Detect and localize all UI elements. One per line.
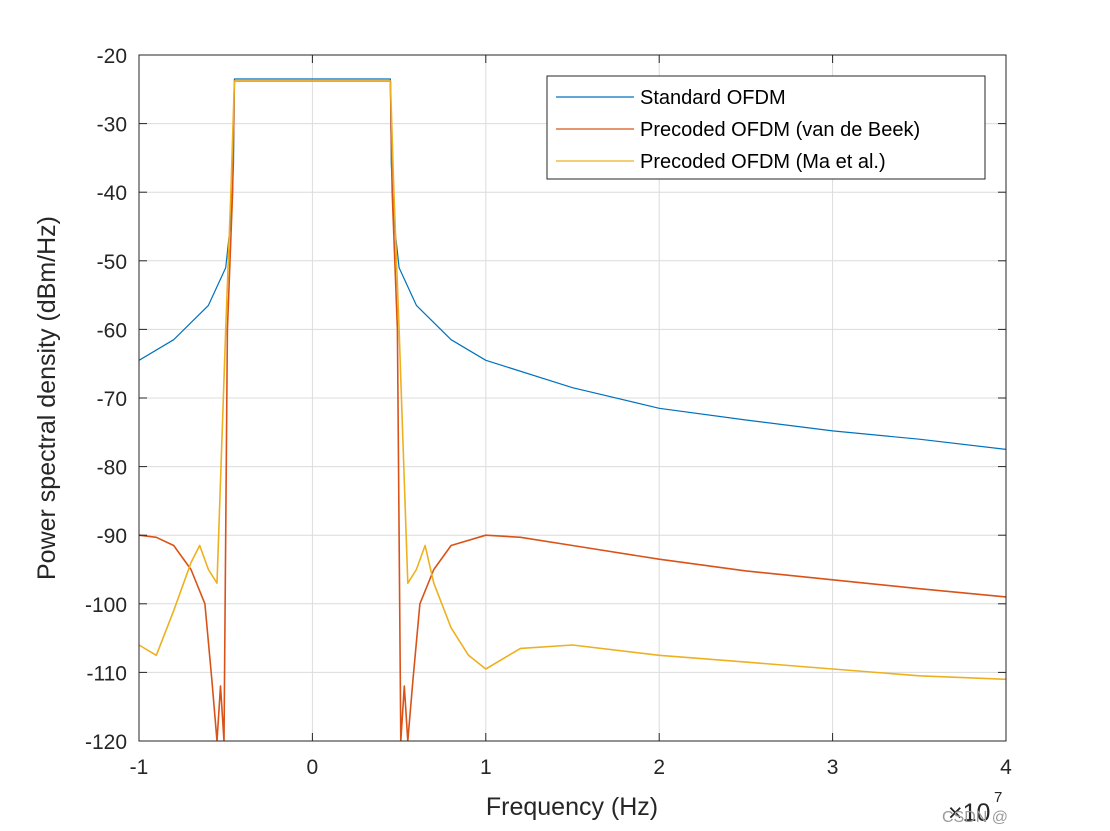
y-tick-label: -110 [87,662,127,685]
x-exponent-label: ×10 [948,799,990,827]
x-exponent-power: 7 [994,789,1002,806]
x-tick-label: 0 [307,756,319,779]
y-axis-label: Power spectral density (dBm/Hz) [33,216,61,580]
y-tick-label: -80 [97,457,127,480]
axis-ticks: -1 0 1 2 3 4 -120 -110 -100 -90 -80 -70 -60 -50 -40 -30… [85,45,1012,779]
legend-box [546,75,986,180]
y-tick-label: -120 [85,731,127,754]
x-tick-label: 2 [653,756,665,779]
legend-entry-standard-ofdm: Standard OFDM [640,87,786,109]
y-tick-label: -20 [97,45,127,68]
series-group [139,78,1006,741]
y-tick-label: -90 [97,525,127,548]
series-line-ma-et-al [139,80,1006,681]
legend: Standard OFDM Precoded OFDM (van de Beek… [546,75,986,180]
y-tick-label: -30 [97,114,127,137]
watermark: CSDN @ [942,809,1008,826]
y-tick-label: -40 [97,182,127,205]
x-tick-label: 3 [827,756,839,779]
y-tick-label: -60 [97,319,127,342]
legend-entry-ma-et-al: Precoded OFDM (Ma et al.) [640,151,886,173]
y-tick-label: -100 [85,594,127,617]
x-axis-label: Frequency (Hz) [486,793,658,821]
y-tick-label: -50 [97,251,127,274]
series-line-van-de-beek [139,80,1006,741]
x-tick-label: 1 [480,756,492,779]
x-tick-label: -1 [130,756,149,779]
x-tick-label: 4 [1000,756,1012,779]
legend-entry-van-de-beek: Precoded OFDM (van de Beek) [640,119,920,141]
y-tick-label: -70 [97,388,127,411]
